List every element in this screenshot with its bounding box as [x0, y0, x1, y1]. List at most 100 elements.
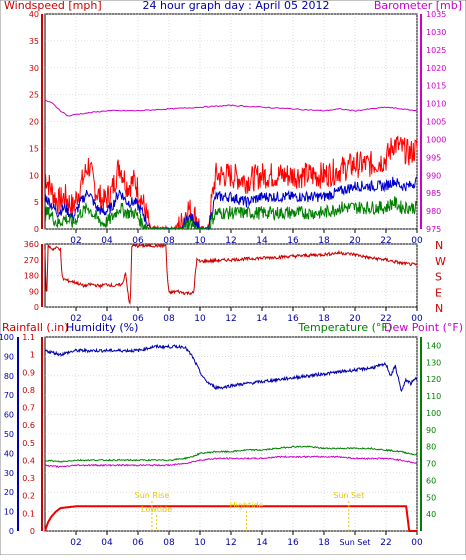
x-tick-label: 08 — [163, 314, 175, 324]
series-direction — [44, 242, 418, 306]
x-tick-label: 10 — [194, 236, 206, 246]
temperature-axis-title: Temperature (°F) — [297, 321, 392, 334]
compass-letter: N — [435, 239, 443, 252]
compass-letter: W — [435, 255, 446, 268]
dewpoint-axis-title: Dew Point (°F) — [384, 321, 463, 334]
series-gust — [44, 135, 418, 231]
rain-tick-label: 0.4 — [22, 456, 35, 465]
humidity-tick-label: 0 — [9, 527, 14, 536]
barometer-tick-label: 1000 — [426, 135, 446, 144]
chart-title: 24 hour graph day : April 05 2012 — [143, 0, 330, 12]
annotation-label: Sun Set — [333, 491, 364, 500]
temperature-tick-label: 130 — [426, 358, 441, 367]
x-tick-label: 16 — [287, 236, 299, 246]
x-tick-label: 02 — [70, 538, 81, 548]
windspeed-tick-label: 10 — [29, 171, 39, 180]
x-tick-label: 22 — [380, 314, 391, 324]
x-tick-label: 12 — [225, 236, 236, 246]
annotation-label: Sun Rise — [135, 491, 170, 500]
humidity-tick-label: 100 — [0, 333, 14, 342]
series-humidity — [44, 343, 418, 392]
rain-tick-label: 0.9 — [22, 368, 35, 377]
x-tick-label: 20 — [349, 236, 361, 246]
humidity-tick-label: 30 — [4, 469, 14, 478]
x-tick-label: 08 — [163, 538, 175, 548]
x-tick-label: 20 — [349, 314, 361, 324]
barometer-axis-title: Barometer [mb] — [374, 0, 462, 12]
rain-tick-label: 0.3 — [22, 474, 35, 483]
windspeed-tick-label: 0 — [34, 225, 39, 234]
x-tick-label: 22 — [380, 236, 391, 246]
barometer-tick-label: 995 — [426, 153, 441, 162]
direction-tick-label: 0 — [34, 303, 39, 312]
series-wind_avg — [44, 196, 418, 231]
series-barometer — [44, 99, 418, 117]
windspeed-tick-label: 25 — [29, 91, 39, 100]
barometer-tick-label: 990 — [426, 171, 441, 180]
series-wind — [44, 176, 418, 231]
barometer-tick-label: 1035 — [426, 10, 446, 19]
direction-tick-label: 90 — [29, 287, 39, 296]
x-tick-label: 06 — [132, 314, 144, 324]
barometer-tick-label: 1025 — [426, 46, 446, 55]
compass-letter: N — [435, 302, 443, 315]
humidity-tick-label: 90 — [4, 352, 14, 361]
rain-tick-label: 0.2 — [22, 492, 35, 501]
wind-barometer-panel: 02 04 06 08 10 12 14 16 18 20 22 000510152025303540… — [29, 10, 447, 246]
windspeed-axis-title: Windspeed [mph] — [4, 0, 102, 12]
barometer-tick-label: 975 — [426, 225, 441, 234]
barometer-tick-label: 1020 — [426, 64, 446, 73]
x-tick-label: 18 — [318, 236, 330, 246]
annotation-label: Lowtide — [141, 505, 172, 514]
temperature-tick-label: 50 — [426, 493, 436, 502]
rain-tick-label: 0.6 — [22, 421, 35, 430]
windspeed-tick-label: 40 — [29, 10, 39, 19]
humidity-tick-label: 10 — [4, 508, 14, 517]
series-temperature — [44, 445, 418, 463]
barometer-tick-label: 980 — [426, 207, 441, 216]
x-tick-label: 12 — [225, 538, 236, 548]
x-tick-label: 04 — [101, 314, 113, 324]
humidity-tick-label: 20 — [4, 488, 14, 497]
windspeed-tick-label: 15 — [29, 144, 39, 153]
x-tick-label: 04 — [101, 236, 113, 246]
temperature-tick-label: 40 — [426, 510, 436, 519]
humidity-axis-title: Humidity (%) — [66, 321, 138, 334]
x-tick-label: 12 — [225, 314, 236, 324]
x-tick-label: 18 — [318, 314, 330, 324]
barometer-tick-label: 1015 — [426, 82, 446, 91]
x-tick-label: 14 — [256, 538, 268, 548]
humidity-tick-label: 40 — [4, 449, 14, 458]
humidity-tick-label: 50 — [4, 430, 14, 439]
x-tick-label: 06 — [132, 236, 144, 246]
barometer-tick-label: 1005 — [426, 118, 446, 127]
x-tick-label: 18 — [318, 538, 330, 548]
temperature-tick-label: 60 — [426, 476, 436, 485]
barometer-tick-label: 1030 — [426, 28, 446, 37]
temperature-tick-label: 70 — [426, 460, 436, 469]
x-tick-label: 06 — [132, 538, 144, 548]
temperature-tick-label: 100 — [426, 409, 441, 418]
x-tick-label: 04 — [101, 538, 113, 548]
windspeed-tick-label: 30 — [29, 64, 39, 73]
rain-tick-label: 0.1 — [22, 509, 35, 518]
series-dewpoint — [44, 455, 418, 468]
x-tick-label: 14 — [256, 314, 268, 324]
x-tick-label: 00 — [411, 538, 423, 548]
x-tick-label: 00 — [411, 314, 423, 324]
rain-tick-label: 0.5 — [22, 439, 35, 448]
rain-tick-label: 0 — [30, 527, 35, 536]
temperature-tick-label: 110 — [426, 392, 441, 401]
temperature-tick-label: 120 — [426, 375, 441, 384]
x-tick-label: 10 — [194, 538, 206, 548]
compass-letter: S — [435, 271, 442, 284]
x-tick-label: 16 — [287, 538, 299, 548]
temperature-tick-label: 80 — [426, 443, 436, 452]
humidity-tick-label: 60 — [4, 411, 14, 420]
direction-tick-label: 180 — [24, 272, 39, 281]
x-tick-label: 08 — [163, 236, 175, 246]
temperature-tick-label: 140 — [426, 341, 441, 350]
